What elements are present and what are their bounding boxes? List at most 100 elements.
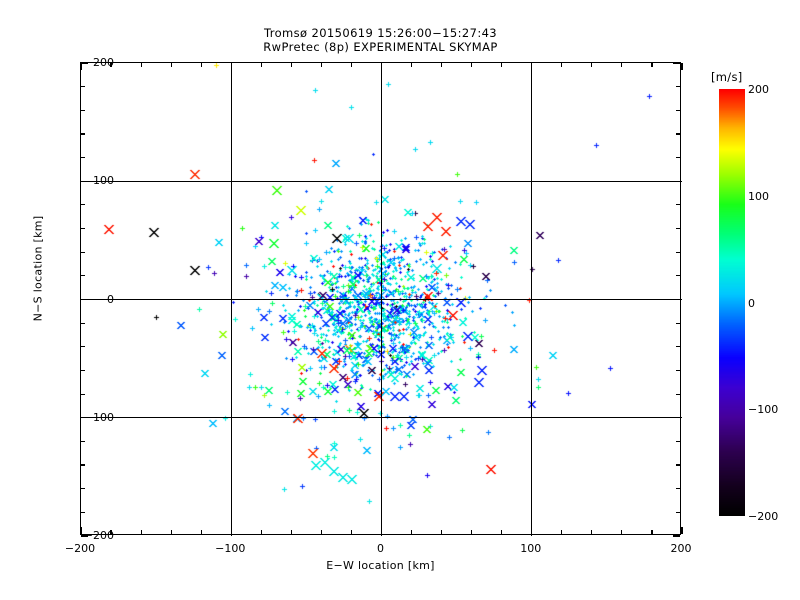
tick-mark: [380, 63, 383, 70]
tick-mark: [80, 63, 82, 70]
tick-mark: [81, 86, 85, 88]
grid-line-vertical: [230, 63, 232, 536]
grid-line-vertical: [380, 63, 383, 536]
tick-mark: [230, 63, 232, 70]
tick-mark: [81, 346, 85, 348]
y-tick-label: 0: [107, 292, 114, 306]
tick-mark: [81, 275, 85, 277]
tick-mark: [651, 530, 653, 534]
tick-mark: [230, 527, 232, 534]
tick-mark: [81, 393, 85, 395]
tick-mark: [170, 63, 172, 67]
tick-mark: [676, 251, 680, 253]
colorbar: [719, 89, 745, 516]
tick-mark: [350, 63, 353, 67]
tick-mark: [681, 63, 683, 70]
title-line-2: RwPretec (8p) EXPERIMENTAL SKYMAP: [263, 40, 498, 54]
tick-mark: [140, 63, 142, 67]
tick-mark: [200, 530, 202, 534]
tick-mark: [561, 63, 563, 67]
colorbar-tick-label: 100: [748, 189, 769, 203]
tick-mark: [676, 488, 680, 490]
tick-mark: [350, 530, 353, 534]
y-tick-label: −100: [83, 410, 114, 424]
tick-mark: [676, 464, 680, 466]
colorbar-tick-label: −100: [748, 403, 779, 417]
tick-mark: [501, 63, 503, 67]
tick-mark: [140, 530, 142, 534]
tick-mark: [676, 346, 680, 348]
tick-mark: [110, 530, 112, 534]
tick-mark: [410, 63, 413, 67]
tick-mark: [676, 393, 680, 395]
tick-mark: [531, 63, 533, 70]
tick-mark: [676, 133, 680, 135]
chart-title: Tromsø 20150619 15:26:00−15:27:43 RwPret…: [80, 26, 681, 54]
tick-mark: [651, 63, 653, 67]
x-tick-label: 100: [520, 542, 542, 555]
tick-mark: [260, 530, 262, 534]
x-axis-title: E−W location [km]: [326, 559, 435, 572]
tick-mark: [591, 530, 593, 534]
tick-mark: [676, 369, 680, 372]
tick-mark: [471, 63, 473, 67]
tick-mark: [81, 227, 85, 230]
tick-mark: [681, 527, 683, 534]
grid-line-vertical: [531, 63, 533, 536]
colorbar-tick-label: −200: [748, 510, 779, 523]
y-tick-label: 100: [93, 174, 114, 188]
tick-mark: [621, 530, 623, 534]
tick-mark: [531, 527, 533, 534]
tick-mark: [673, 180, 680, 182]
tick-mark: [81, 440, 85, 442]
tick-mark: [673, 417, 680, 419]
tick-mark: [320, 63, 322, 67]
tick-mark: [676, 322, 680, 324]
tick-mark: [621, 63, 623, 67]
tick-mark: [81, 204, 85, 206]
tick-mark: [81, 417, 88, 419]
plot-area: [80, 62, 683, 537]
tick-mark: [81, 298, 88, 301]
tick-mark: [410, 530, 413, 534]
tick-mark: [320, 530, 322, 534]
y-tick-label: −200: [83, 529, 114, 542]
tick-mark: [81, 511, 85, 513]
y-axis-title: N−S location [km]: [31, 215, 45, 322]
tick-mark: [673, 298, 680, 301]
tick-mark: [441, 63, 443, 67]
tick-mark: [81, 62, 88, 64]
tick-mark: [561, 530, 563, 534]
tick-mark: [591, 63, 593, 67]
tick-mark: [81, 251, 85, 253]
tick-mark: [380, 527, 383, 534]
tick-mark: [81, 322, 85, 324]
tick-mark: [81, 464, 85, 466]
x-tick-label: −200: [64, 542, 96, 555]
tick-mark: [81, 535, 88, 537]
colorbar-tick-label: 200: [748, 83, 769, 96]
x-tick-label: 0: [377, 542, 384, 555]
tick-mark: [676, 511, 680, 513]
tick-mark: [676, 109, 680, 111]
tick-mark: [81, 157, 85, 159]
tick-mark: [676, 227, 680, 230]
colorbar-unit-label: [m/s]: [711, 70, 743, 84]
x-tick-label: −100: [215, 542, 246, 555]
tick-mark: [676, 204, 680, 206]
tick-mark: [80, 527, 82, 534]
tick-mark: [441, 530, 443, 534]
tick-mark: [81, 109, 85, 111]
tick-mark: [290, 63, 292, 67]
tick-mark: [676, 440, 680, 442]
x-tick-label: 200: [670, 542, 692, 555]
y-tick-label: 200: [93, 56, 114, 69]
tick-mark: [81, 369, 85, 372]
tick-mark: [81, 133, 85, 135]
tick-mark: [110, 63, 112, 67]
tick-mark: [471, 530, 473, 534]
tick-mark: [290, 530, 292, 534]
tick-mark: [200, 63, 202, 67]
colorbar-tick-label: 0: [748, 296, 755, 310]
